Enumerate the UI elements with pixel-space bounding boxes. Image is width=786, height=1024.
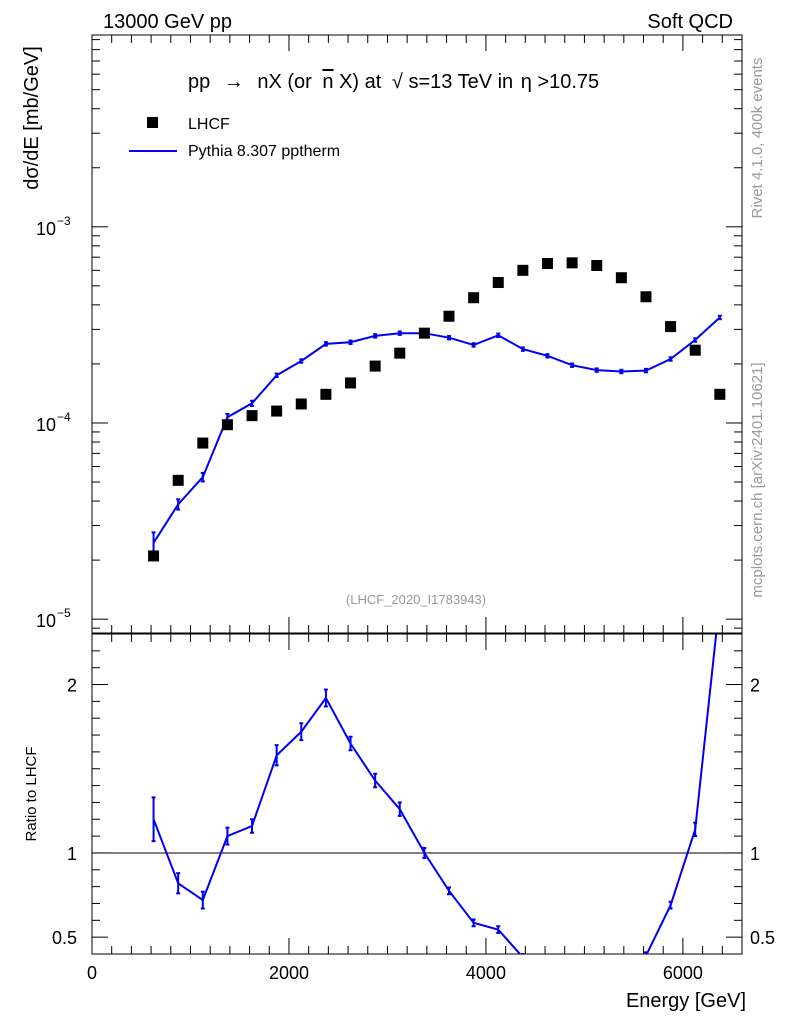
lhcf-data-point [148, 550, 160, 562]
lhcf-data-point [615, 272, 627, 284]
ratio-plot-frame [91, 633, 743, 955]
main-plot-ticks [91, 35, 743, 633]
mcplots-label: mcplots.cern.ch [arXiv:2401.10621] [749, 362, 766, 597]
lhcf-data-point [640, 291, 652, 303]
lhcf-data-point [271, 405, 283, 417]
lhcf-data-point [345, 377, 357, 389]
ratio-y-tick-label-left: 1 [67, 844, 77, 864]
title-eta-cut: >10.75 [537, 71, 599, 93]
y-axis-label-main: dσ/dE [mb/GeV] [21, 46, 43, 190]
main-plot-data [148, 257, 726, 562]
lhcf-data-point [246, 410, 258, 422]
y-axis-label-ratio: Ratio to LHCF [23, 746, 40, 841]
analysis-id-label: (LHCF_2020_I1783943) [346, 592, 486, 607]
lhcf-data-point [320, 388, 332, 400]
pythia-curve [152, 316, 721, 544]
rivet-version-label: Rivet 4.1.0, 400k events [749, 58, 766, 219]
header-category-label: Soft QCD [647, 11, 733, 33]
lhcf-data-point [517, 264, 529, 276]
title-nx: nX (or [257, 71, 312, 93]
lhcf-data-point [541, 258, 553, 270]
y-tick-label: 10 [36, 219, 56, 239]
lhcf-data-point [172, 474, 184, 486]
title-eta: η [521, 71, 532, 93]
legend-marker-lhcf [147, 117, 158, 128]
lhcf-data-point [714, 388, 726, 400]
title-energy: s=13 TeV in [408, 71, 513, 93]
y-tick-label-exponent: −4 [57, 410, 71, 424]
x-tick-label: 2000 [269, 963, 309, 983]
legend-label-pythia: Pythia 8.307 pptherm [188, 143, 340, 160]
y-tick-label: 10 [36, 415, 56, 435]
lhcf-data-point [492, 277, 504, 289]
lhcf-data-point [689, 344, 701, 356]
lhcf-data-point [369, 360, 381, 372]
ratio-plot-x-tick-labels: 0 2000 4000 6000 [87, 963, 703, 983]
title-arrow: → [224, 71, 244, 93]
title-nbar: n [322, 71, 333, 93]
lhcf-data-point [665, 321, 677, 333]
ratio-y-tick-label-right: 2 [750, 676, 760, 696]
header-energy-label: 13000 GeV pp [103, 11, 232, 33]
x-axis-label: Energy [GeV] [626, 990, 746, 1012]
ratio-plot-data [151, 634, 718, 954]
lhcf-data-point [591, 259, 603, 271]
ratio-plot-y-tick-labels: 0.5 0.5 1 1 2 2 [52, 676, 775, 949]
ratio-plot-ticks [91, 633, 743, 955]
lhcf-data-point [566, 257, 578, 269]
x-tick-label: 0 [87, 963, 97, 983]
legend-label-lhcf: LHCF [188, 116, 230, 133]
lhcf-data-point [468, 292, 480, 304]
lhcf-data-point [394, 347, 406, 359]
lhcf-data-point [443, 310, 455, 322]
ratio-y-tick-label-left: 0.5 [52, 928, 77, 948]
lhcf-data-point [197, 437, 209, 449]
ratio-y-tick-label-right: 1 [750, 844, 760, 864]
title-x-at: X) at [339, 71, 382, 93]
title-pp: pp [188, 71, 210, 93]
y-tick-label-exponent: −5 [57, 606, 71, 620]
lhcf-data-point [418, 327, 430, 339]
ratio-curve [645, 634, 718, 954]
plot-title: pp → nX (or n X) at √ s=13 TeV in η >10.… [188, 71, 599, 93]
ratio-curve [152, 696, 522, 954]
y-tick-label-exponent: −3 [57, 214, 71, 228]
lhcf-data-point [221, 419, 233, 431]
y-tick-label: 10 [36, 611, 56, 631]
x-tick-label: 4000 [466, 963, 506, 983]
x-tick-label: 6000 [663, 963, 703, 983]
lhcf-data-point [295, 398, 307, 410]
main-plot-frame [91, 34, 743, 634]
main-plot-y-tick-labels: 10−510−410−3 [36, 214, 71, 631]
ratio-y-tick-label-right: 0.5 [750, 928, 775, 948]
title-sqrt: √ [392, 71, 403, 93]
ratio-y-tick-label-left: 2 [67, 676, 77, 696]
